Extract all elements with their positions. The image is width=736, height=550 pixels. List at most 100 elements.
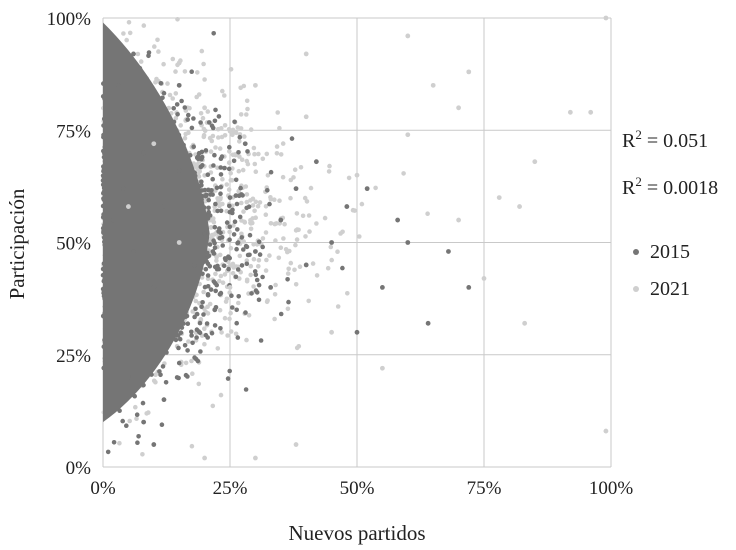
data-point-2015	[466, 285, 472, 290]
data-point-2015	[238, 185, 243, 191]
data-point-2015	[199, 304, 204, 310]
data-point-2021	[230, 261, 236, 267]
data-point-2015	[221, 263, 227, 269]
data-point-2021	[217, 307, 223, 313]
data-point-2021	[250, 203, 256, 208]
data-point-2015	[206, 197, 211, 203]
data-point-2021	[135, 51, 141, 57]
data-point-2015	[380, 285, 385, 290]
data-point-2015	[191, 144, 196, 149]
data-point-2021	[146, 410, 151, 415]
data-point-2021	[248, 198, 253, 203]
data-point-2015	[183, 372, 189, 378]
data-point-2021	[425, 211, 430, 216]
data-point-2021	[603, 428, 609, 434]
data-point-2021	[274, 221, 279, 226]
data-point-2015	[212, 118, 218, 124]
data-point-2021	[253, 455, 258, 461]
data-point-2015	[232, 219, 238, 224]
data-point-2021	[170, 96, 175, 101]
data-point-2021	[272, 292, 278, 297]
data-point-2021	[357, 234, 362, 239]
data-point-2021	[200, 115, 206, 121]
data-point-2021	[288, 195, 293, 201]
data-point-2021	[275, 110, 281, 115]
data-point-2015	[286, 299, 291, 305]
data-point-2015	[192, 262, 197, 268]
data-point-2021	[155, 37, 160, 43]
data-point-2015	[278, 311, 284, 317]
data-point-2021	[522, 320, 528, 326]
data-point-2021	[294, 211, 300, 216]
data-point-2015	[233, 274, 239, 280]
data-point-2021	[481, 276, 487, 281]
data-point-2021	[532, 159, 538, 165]
data-point-2021	[256, 151, 261, 157]
data-point-2021	[176, 60, 182, 66]
data-point-2015	[249, 291, 254, 296]
r-squared-annotations: R2 = 0.051 R2 = 0.0018	[622, 127, 718, 199]
data-point-2015	[223, 257, 228, 263]
data-point-2015	[171, 106, 176, 111]
data-point-2021	[161, 61, 166, 67]
data-point-2021	[325, 265, 331, 271]
data-point-2015	[205, 273, 211, 278]
data-point-2015	[194, 335, 199, 340]
data-point-2015	[253, 249, 258, 254]
data-point-2015	[446, 249, 451, 254]
data-point-2015	[354, 329, 360, 335]
data-point-2015	[105, 449, 111, 455]
data-point-2021	[189, 443, 195, 449]
data-point-2021	[218, 273, 224, 279]
data-point-2015	[268, 285, 274, 290]
data-point-2021	[401, 171, 406, 176]
data-point-2021	[213, 145, 218, 150]
data-point-2021	[127, 30, 133, 36]
data-point-2021	[230, 152, 236, 158]
data-point-2015	[212, 240, 217, 246]
data-point-2021	[205, 276, 211, 282]
data-point-2015	[218, 326, 223, 331]
data-point-2021	[239, 200, 244, 206]
data-point-2021	[222, 272, 228, 277]
data-point-2015	[425, 320, 431, 326]
data-point-2021	[244, 192, 250, 197]
data-points	[100, 15, 609, 461]
data-point-2015	[175, 112, 180, 117]
y-tick-label: 0%	[66, 458, 92, 479]
data-point-2015	[197, 320, 203, 326]
data-point-2021	[263, 204, 269, 209]
data-point-2021	[296, 344, 302, 349]
data-point-2015	[206, 205, 211, 211]
data-point-2015	[231, 232, 237, 237]
data-point-2015	[235, 227, 240, 232]
data-point-2021	[205, 109, 211, 114]
data-point-2021	[228, 245, 234, 251]
data-point-2015	[265, 188, 270, 193]
data-point-2021	[245, 161, 251, 167]
data-point-2021	[183, 360, 189, 366]
data-point-2021	[248, 127, 254, 132]
data-point-2021	[230, 132, 235, 138]
data-point-2015	[267, 201, 272, 207]
data-point-2015	[253, 272, 259, 278]
data-point-2015	[125, 374, 131, 380]
data-point-2021	[252, 208, 257, 214]
data-point-2021	[278, 152, 284, 157]
data-point-2015	[232, 119, 237, 125]
data-point-2021	[268, 221, 274, 226]
data-point-2015	[193, 306, 198, 312]
data-point-2021	[214, 254, 219, 260]
data-point-2021	[126, 20, 132, 25]
r-squared-label: R2 = 0.0018	[622, 174, 718, 199]
data-point-2015	[229, 293, 234, 299]
data-point-2021	[127, 418, 132, 424]
data-point-2021	[227, 229, 232, 235]
data-point-2015	[161, 204, 167, 209]
data-point-2015	[234, 246, 239, 252]
data-point-2015	[218, 165, 223, 170]
data-point-2021	[229, 178, 235, 183]
data-point-2021	[220, 176, 225, 182]
data-point-2015	[242, 141, 248, 147]
data-point-2015	[161, 90, 167, 96]
